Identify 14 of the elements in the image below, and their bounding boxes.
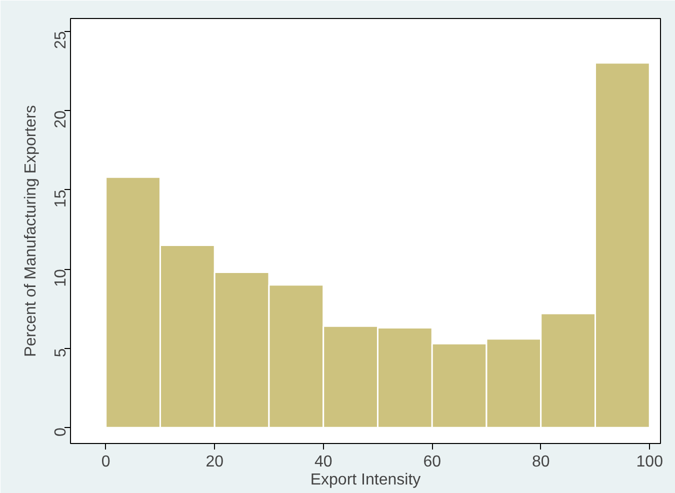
y-tick-label: 15 — [52, 190, 70, 208]
y-tick-label: 10 — [52, 268, 70, 287]
y-tick-label: 0 — [52, 428, 70, 437]
y-axis-title: Percent of Manufacturing Exporters — [22, 105, 40, 357]
y-tick-label: 5 — [52, 348, 70, 358]
x-tick-label: 40 — [314, 454, 332, 470]
x-tick-label: 0 — [101, 454, 110, 470]
x-tick-label: 20 — [206, 454, 224, 470]
y-tick-label: 20 — [52, 110, 70, 128]
x-tick-label: 60 — [423, 454, 442, 470]
x-tick-label: 100 — [636, 454, 664, 470]
x-tick-label: 80 — [532, 454, 550, 470]
x-axis-title: Export Intensity — [310, 472, 421, 488]
y-tick-label: 25 — [52, 31, 70, 49]
